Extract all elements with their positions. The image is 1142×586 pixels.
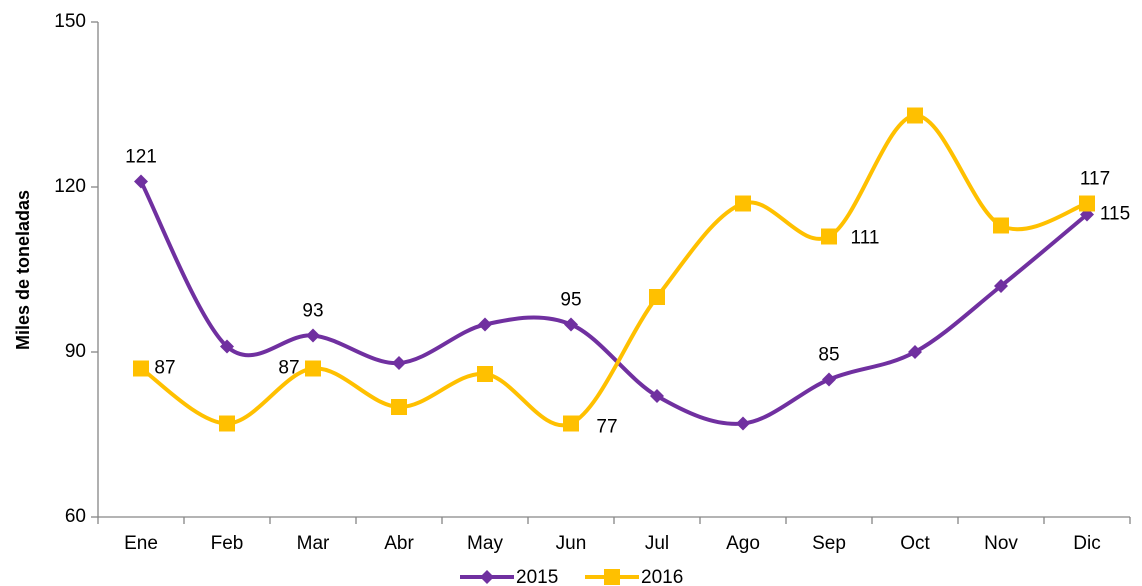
point [650,389,664,403]
point [477,366,493,382]
y-tick-label: 150 [54,11,86,32]
y-tick-label: 120 [54,176,86,197]
point [391,399,407,415]
series-line [139,180,1089,426]
point [907,107,923,124]
x-tick-label: Jul [645,533,669,554]
data-label: 93 [302,301,323,322]
point [392,356,406,370]
y-tick-label: 60 [65,506,86,527]
x-tick-label: Nov [984,533,1018,554]
y-tick-label: 90 [65,341,86,362]
point [649,289,665,305]
data-label: 121 [125,147,157,168]
data-label: 95 [560,290,581,311]
point [1079,195,1095,212]
x-tick-label: Ago [726,533,760,554]
point [736,416,750,431]
point [478,317,492,332]
x-tick-label: Sep [812,533,846,554]
x-tick-label: Oct [900,533,930,554]
point [908,345,922,359]
legend-marker [604,569,620,585]
point [735,195,751,212]
series-line [139,113,1088,428]
x-tick-label: Mar [297,533,330,554]
point [822,372,836,387]
legend-label: 2016 [641,567,683,586]
point [994,279,1008,293]
data-label: 111 [851,228,880,249]
point [821,228,837,245]
point [219,415,235,432]
point [220,339,234,354]
data-label: 115 [1100,204,1130,225]
x-tick-label: Abr [384,533,414,554]
data-label: 77 [596,417,617,438]
data-label: 87 [278,358,299,379]
x-tick-label: Ene [124,533,158,554]
point [134,174,148,189]
x-tick-label: May [467,533,503,554]
point [305,360,321,377]
x-tick-label: Dic [1073,533,1100,554]
legend-marker [480,570,494,584]
data-label: 117 [1080,169,1110,190]
data-label: 85 [818,345,839,366]
x-tick-label: Jun [556,533,587,554]
data-label: 87 [154,358,175,379]
y-axis-label: Miles de toneladas [13,190,33,350]
point [564,317,578,332]
point [306,328,320,343]
x-tick-label: Feb [211,533,244,554]
point [563,415,579,432]
legend-label: 2015 [516,567,558,586]
point [133,360,149,377]
point [993,217,1009,234]
